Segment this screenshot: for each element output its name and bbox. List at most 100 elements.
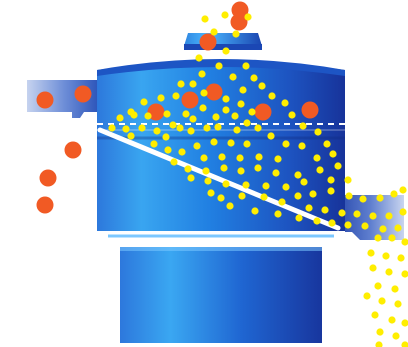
fine-particle: [217, 194, 225, 202]
fine-particle: [108, 124, 116, 132]
coarse-particle: [301, 101, 319, 119]
fine-particle: [189, 80, 197, 88]
fine-particle: [251, 207, 259, 215]
fine-particle: [401, 341, 408, 347]
fine-particle: [236, 154, 244, 162]
fine-particle: [334, 162, 342, 170]
fine-particle: [388, 234, 396, 242]
fine-particle: [157, 94, 165, 102]
fine-particle: [222, 106, 230, 114]
fine-particle: [399, 186, 407, 194]
fine-particle: [385, 212, 393, 220]
fine-particle: [242, 181, 250, 189]
fine-particle: [140, 98, 148, 106]
fine-particle: [375, 341, 383, 347]
fine-particle: [369, 264, 377, 272]
coarse-particle: [74, 85, 92, 103]
fine-particle: [305, 204, 313, 212]
fine-particle: [214, 123, 222, 131]
fine-particle: [122, 125, 130, 133]
coarse-particle: [199, 33, 217, 51]
inclined-screen-mesh: [97, 127, 341, 231]
fine-particle: [313, 154, 321, 162]
fine-particle: [382, 252, 390, 260]
fine-particle: [244, 13, 252, 21]
fine-particle: [172, 92, 180, 100]
fine-particle: [344, 176, 352, 184]
fine-particle: [201, 15, 209, 23]
coarse-particle: [205, 83, 223, 101]
fine-particle: [376, 328, 384, 336]
fine-particle: [260, 193, 268, 201]
fine-particle: [262, 182, 270, 190]
fine-particle: [282, 183, 290, 191]
fine-particle: [274, 155, 282, 163]
fine-particle: [255, 153, 263, 161]
fine-particle: [385, 268, 393, 276]
fine-particle: [329, 150, 337, 158]
fine-particle: [281, 99, 289, 107]
fine-particle: [298, 142, 306, 150]
fine-particle: [222, 180, 230, 188]
fine-particle: [274, 210, 282, 218]
fine-particle: [210, 138, 218, 146]
fine-particle: [150, 140, 158, 148]
fine-particle: [177, 80, 185, 88]
fine-particle: [376, 194, 384, 202]
coarse-particle: [36, 91, 54, 109]
fine-particle: [313, 217, 321, 225]
fine-particle: [328, 219, 336, 227]
fine-particle: [300, 178, 308, 186]
fine-particle: [227, 139, 235, 147]
fine-particle: [207, 189, 215, 197]
fine-particle: [187, 174, 195, 182]
coarse-particle: [254, 103, 272, 121]
fine-particle: [239, 86, 247, 94]
fine-particle: [222, 95, 230, 103]
fine-particle: [226, 202, 234, 210]
fine-particle: [338, 209, 346, 217]
fine-particle: [379, 225, 387, 233]
fine-particle: [316, 166, 324, 174]
fine-particle: [361, 222, 369, 230]
fine-particle: [162, 133, 170, 141]
coarse-particle: [64, 141, 82, 159]
fine-particle: [327, 187, 335, 195]
fine-particle: [391, 285, 399, 293]
fine-particle: [392, 332, 400, 340]
coarse-particle: [147, 103, 165, 121]
fine-particle: [200, 89, 208, 97]
fine-particle: [371, 311, 379, 319]
fine-particle: [204, 177, 212, 185]
fine-particle: [374, 282, 382, 290]
fine-particle: [345, 192, 353, 200]
fine-particle: [278, 198, 286, 206]
coarse-particle: [181, 91, 199, 109]
fine-particle: [401, 238, 408, 246]
fine-particle: [243, 140, 251, 148]
fine-particle: [215, 62, 223, 70]
fine-particle: [200, 154, 208, 162]
fine-particle: [184, 165, 192, 173]
fine-particle: [182, 110, 190, 118]
fine-particle: [353, 210, 361, 218]
fine-particle: [187, 127, 195, 135]
fine-particle: [144, 112, 152, 120]
fine-particle: [218, 153, 226, 161]
fine-particle: [221, 11, 229, 19]
fine-particle: [272, 169, 280, 177]
frame-flanges: [97, 129, 345, 247]
coarse-particle: [39, 169, 57, 187]
fine-particle: [163, 110, 171, 118]
coarse-particle: [231, 1, 249, 19]
fine-particle: [232, 30, 240, 38]
fine-particle: [268, 92, 276, 100]
fine-particle: [294, 192, 302, 200]
fine-particle: [374, 234, 382, 242]
fine-particle: [243, 119, 251, 127]
coarse-particles: [36, 1, 319, 214]
fine-particle: [388, 316, 396, 324]
fine-particle: [254, 124, 262, 132]
fine-particle: [248, 108, 256, 116]
